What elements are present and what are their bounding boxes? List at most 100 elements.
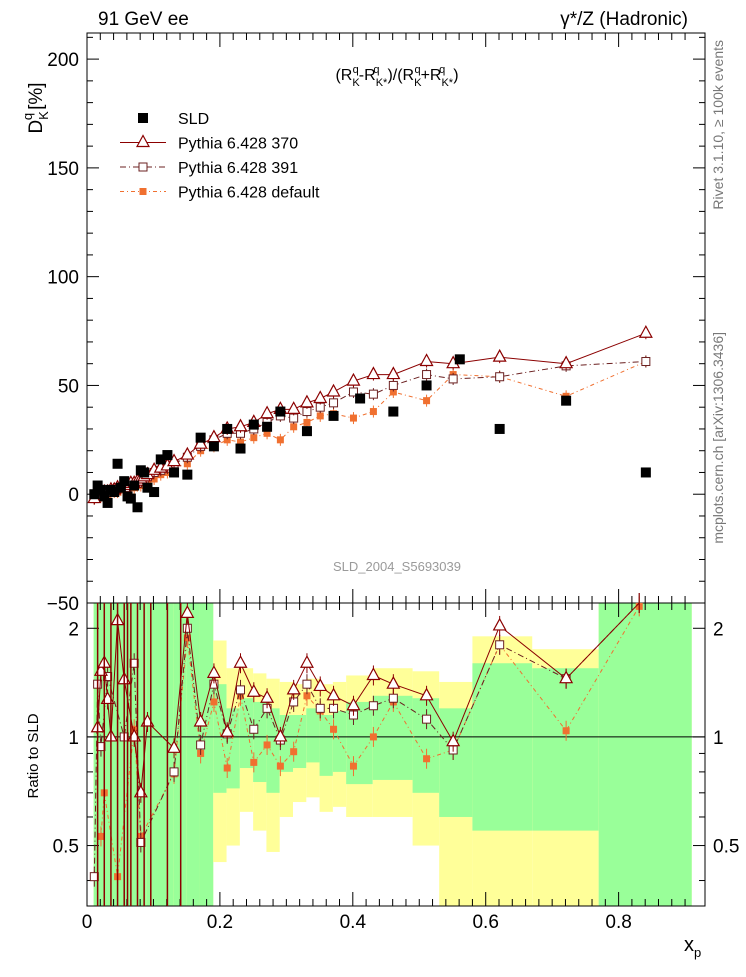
legend-marker (138, 162, 148, 172)
data-point (95, 484, 106, 495)
ratio-point (299, 654, 314, 668)
data-point (313, 390, 328, 404)
ratio-plot-frame (86, 602, 706, 907)
legend-marker (138, 113, 148, 123)
x-tick-label: 0.4 (340, 912, 367, 933)
data-point (195, 432, 206, 443)
data-point (250, 434, 258, 442)
ratio-point (326, 687, 341, 701)
data-point (155, 454, 166, 465)
data-point (222, 423, 233, 434)
data-point (355, 393, 366, 404)
data-point (182, 469, 193, 480)
ratio-band-inner (293, 715, 307, 769)
y-axis-label-ratio: Ratio to SLD (25, 713, 42, 798)
x-tick-label: 0.6 (472, 912, 498, 933)
data-point (248, 419, 259, 430)
data-point (388, 380, 398, 390)
ratio-point (97, 832, 105, 840)
ratio-point (388, 693, 398, 703)
data-point (328, 410, 339, 421)
ratio-point (315, 703, 325, 713)
y-tick-label-main: 200 (47, 50, 79, 71)
data-point (237, 438, 245, 446)
data-point (125, 493, 136, 504)
x-tick-label: 0.8 (605, 912, 631, 933)
ratio-point (562, 727, 570, 735)
data-point (561, 395, 572, 406)
y-tick-label-main: −50 (47, 594, 79, 615)
ratio-point (273, 728, 288, 742)
ratio-pythia-6-428-391 (89, 593, 640, 887)
data-point (421, 380, 432, 391)
data-point (235, 443, 246, 454)
analysis-label: SLD_2004_S5693039 (333, 559, 461, 574)
ratio-point (423, 755, 431, 763)
mcplots-label: mcplots.cern.ch [arXiv:1306.3436] (710, 332, 726, 544)
data-point (346, 372, 361, 386)
data-point (389, 388, 397, 396)
ratio-point (386, 675, 401, 689)
ratio-band-inner (319, 715, 333, 776)
ratio-point (313, 678, 328, 692)
ratio-point (206, 665, 221, 678)
ratio-point (559, 670, 574, 684)
y-tick-label-ratio-right: 1 (713, 728, 724, 749)
ratio-point (167, 740, 182, 753)
ratio-point (220, 724, 235, 737)
data-point (290, 423, 298, 431)
ratio-point (276, 762, 284, 770)
data-point (167, 453, 182, 467)
ratio-line (100, 606, 640, 877)
ratio-point (223, 764, 231, 772)
ratio-point (495, 640, 505, 650)
data-point (142, 482, 153, 493)
header-right: γ*/Z (Hadronic) (560, 9, 688, 30)
ratio-point (180, 605, 195, 618)
legend-label: Pythia 6.428 391 (178, 160, 298, 177)
ratio-point (446, 733, 461, 747)
data-point (329, 398, 339, 408)
data-point (641, 357, 651, 367)
ratio-line (93, 602, 640, 877)
legend-marker (139, 188, 147, 195)
ratio-point (419, 687, 434, 701)
data-point (129, 480, 140, 491)
ratio-point (286, 681, 301, 695)
ratio-band-inner (226, 708, 240, 789)
ratio-band-inner (199, 603, 214, 906)
data-point (149, 487, 160, 498)
data-point (349, 414, 357, 422)
data-point (369, 408, 377, 416)
data-point (422, 370, 432, 380)
data-point (326, 383, 341, 397)
tick-labels: −50 0 50 100 150 200 0.5 0.5 1 1 2 2 0 0.2 0.4 0.6 0.8 (47, 50, 740, 933)
ratio-band-inner (186, 603, 200, 906)
ratio-point (193, 713, 208, 727)
legend-label: Pythia 6.428 default (178, 185, 320, 202)
ratio-point (422, 714, 432, 724)
ratio-band-inner (372, 695, 413, 780)
ratio-band-inner (472, 663, 533, 831)
ratio-point (330, 725, 338, 733)
ratio-point (250, 758, 258, 766)
y-tick-label-main: 50 (58, 376, 79, 397)
data-point (286, 401, 301, 414)
ratio-point (263, 741, 271, 749)
data-point (233, 418, 248, 432)
x-tick-label: 0 (82, 912, 93, 933)
ratio-point (303, 692, 311, 700)
ratio-point (366, 667, 381, 681)
data-point (303, 418, 311, 426)
ratio-band-inner (266, 708, 280, 793)
data-point (183, 460, 191, 468)
ratio-point (368, 701, 378, 711)
data-point (368, 389, 378, 399)
ratio-point (302, 679, 312, 689)
data-point (115, 482, 126, 493)
legend-marker (135, 134, 151, 148)
ratio-series (89, 593, 643, 906)
data-point (260, 405, 275, 419)
